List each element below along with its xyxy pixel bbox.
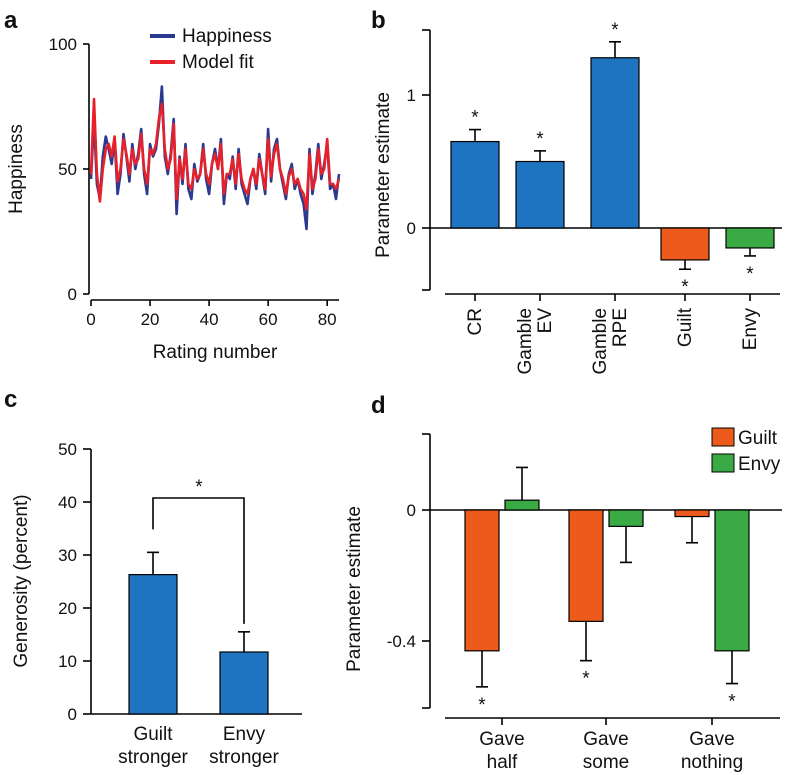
b-y-axis-label: Parameter estimate (373, 92, 394, 258)
b-x-tick-label: EV (535, 308, 556, 334)
b-y-tick-label: 1 (407, 86, 416, 105)
a-y-tick-label: 0 (68, 285, 77, 304)
panel-letter-a: a (4, 7, 18, 34)
panel-letter-c: c (4, 386, 17, 413)
a-x-tick-label: 0 (86, 310, 95, 329)
d-bar-guilt (674, 509, 710, 518)
d-legend-label: Guilt (738, 428, 778, 449)
c-x-tick-label: Guilt (133, 724, 173, 745)
d-significance-star: * (728, 692, 736, 713)
d-x-tick-label: some (583, 752, 629, 773)
panel-a-line-chart: 0 50 100 0 20 40 60 80 Rating number Happiness Hap… (6, 26, 341, 363)
c-y-tick-label: 10 (58, 652, 77, 671)
b-x-tick-label: Envy (740, 308, 761, 351)
b-x-tick-label: RPE (610, 308, 631, 347)
d-legend-swatch (711, 427, 735, 447)
d-bar-envy (608, 509, 644, 527)
b-significance-star: * (611, 20, 619, 41)
c-bar (219, 651, 269, 715)
b-bar (450, 140, 500, 229)
panel-letter-d: d (371, 392, 386, 419)
c-bar (128, 574, 178, 715)
c-y-tick-label: 40 (58, 493, 77, 512)
b-significance-star: * (681, 277, 689, 298)
a-y-axis-label: Happiness (6, 124, 27, 214)
d-x-tick-label: Gave (689, 729, 734, 750)
b-significance-star: * (471, 108, 479, 129)
b-x-tick-label: Guilt (675, 307, 696, 347)
b-x-tick-label: Gamble (590, 308, 611, 375)
a-x-axis-label: Rating number (153, 342, 278, 363)
b-significance-star: * (536, 129, 544, 150)
d-y-tick-label: 0 (407, 501, 416, 520)
d-bar-guilt (568, 509, 604, 622)
a-y-tick-label: 100 (49, 35, 77, 54)
d-x-tick-label: nothing (681, 752, 743, 773)
a-x-tick-label: 20 (141, 310, 160, 329)
d-legend-swatch (711, 453, 735, 473)
d-bar-envy (504, 499, 540, 511)
a-legend-label: Happiness (182, 26, 272, 47)
b-bar (515, 160, 565, 229)
b-bar (660, 227, 710, 261)
b-x-tick-label: Gamble (515, 308, 536, 375)
d-significance-star: * (478, 695, 486, 716)
c-x-tick-label: Envy (223, 724, 266, 745)
panel-letter-b: b (371, 7, 386, 34)
c-y-axis-label: Generosity (percent) (11, 494, 32, 667)
d-x-tick-label: half (487, 752, 518, 773)
c-x-tick-label: stronger (209, 747, 279, 768)
b-bar (590, 57, 640, 229)
d-bar-envy (714, 509, 750, 652)
d-bar-guilt (464, 509, 500, 652)
a-series-model-fit (89, 97, 341, 211)
c-comparison-bracket (152, 497, 245, 624)
a-x-tick-label: 60 (259, 310, 278, 329)
c-y-tick-label: 0 (68, 705, 77, 724)
d-y-tick-label: -0.4 (387, 632, 416, 651)
d-y-axis-label: Parameter estimate (344, 506, 365, 672)
c-y-tick-label: 30 (58, 546, 77, 565)
b-x-tick-label: CR (465, 308, 486, 335)
d-x-tick-label: Gave (583, 729, 628, 750)
d-x-tick-label: Gave (479, 729, 524, 750)
b-bar (725, 227, 775, 249)
d-significance-star: * (582, 669, 590, 690)
c-y-tick-label: 20 (58, 599, 77, 618)
a-x-tick-label: 80 (318, 310, 337, 329)
a-x-tick-label: 40 (200, 310, 219, 329)
c-y-tick-label: 50 (58, 440, 77, 459)
c-x-tick-label: stronger (118, 747, 188, 768)
a-y-tick-label: 50 (58, 160, 77, 179)
a-legend-label: Model fit (182, 52, 255, 73)
c-significance-star: * (195, 477, 203, 498)
d-legend-label: Envy (738, 454, 781, 475)
b-significance-star: * (746, 264, 754, 285)
b-y-tick-label: 0 (407, 219, 416, 238)
